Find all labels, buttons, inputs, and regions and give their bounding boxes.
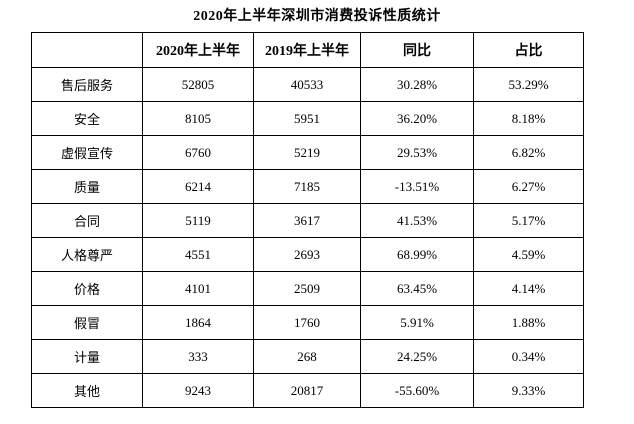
complaints-statistics-table: 2020年上半年 2019年上半年 同比 占比 售后服务 52805 40533…: [31, 32, 584, 408]
column-header-yoy: 同比: [360, 32, 474, 68]
value-2020: 5119: [142, 203, 254, 238]
table-row: 质量 6214 7185 -13.51% 6.27%: [31, 169, 584, 204]
value-yoy: -13.51%: [360, 169, 474, 204]
table-row: 价格 4101 2509 63.45% 4.14%: [31, 271, 584, 306]
table-row: 安全 8105 5951 36.20% 8.18%: [31, 101, 584, 136]
value-2020: 4551: [142, 237, 254, 272]
value-share: 5.17%: [473, 203, 584, 238]
row-label: 其他: [31, 373, 143, 408]
table-row: 虚假宣传 6760 5219 29.53% 6.82%: [31, 135, 584, 170]
column-header-2019: 2019年上半年: [253, 32, 361, 68]
value-yoy: 24.25%: [360, 339, 474, 374]
value-share: 9.33%: [473, 373, 584, 408]
value-yoy: 29.53%: [360, 135, 474, 170]
value-2019: 3617: [253, 203, 361, 238]
column-header-share: 占比: [473, 32, 584, 68]
value-2020: 8105: [142, 101, 254, 136]
value-2020: 52805: [142, 67, 254, 102]
value-yoy: 63.45%: [360, 271, 474, 306]
row-label: 质量: [31, 169, 143, 204]
value-2020: 6760: [142, 135, 254, 170]
page-title: 2020年上半年深圳市消费投诉性质统计: [193, 9, 441, 24]
value-yoy: 36.20%: [360, 101, 474, 136]
value-2019: 2509: [253, 271, 361, 306]
value-2020: 1864: [142, 305, 254, 340]
table-row: 计量 333 268 24.25% 0.34%: [31, 339, 584, 374]
value-yoy: 68.99%: [360, 237, 474, 272]
value-2019: 5951: [253, 101, 361, 136]
value-yoy: 5.91%: [360, 305, 474, 340]
value-share: 1.88%: [473, 305, 584, 340]
row-label: 安全: [31, 101, 143, 136]
value-yoy: -55.60%: [360, 373, 474, 408]
value-share: 53.29%: [473, 67, 584, 102]
value-2019: 5219: [253, 135, 361, 170]
table-row: 人格尊严 4551 2693 68.99% 4.59%: [31, 237, 584, 272]
value-share: 0.34%: [473, 339, 584, 374]
value-share: 6.27%: [473, 169, 584, 204]
row-label: 合同: [31, 203, 143, 238]
value-2020: 9243: [142, 373, 254, 408]
value-share: 4.14%: [473, 271, 584, 306]
value-share: 8.18%: [473, 101, 584, 136]
value-yoy: 41.53%: [360, 203, 474, 238]
value-2019: 40533: [253, 67, 361, 102]
row-label: 假冒: [31, 305, 143, 340]
row-label: 虚假宣传: [31, 135, 143, 170]
value-2019: 1760: [253, 305, 361, 340]
column-header-2020: 2020年上半年: [142, 32, 254, 68]
value-share: 4.59%: [473, 237, 584, 272]
table-row: 假冒 1864 1760 5.91% 1.88%: [31, 305, 584, 340]
value-2019: 7185: [253, 169, 361, 204]
table-row: 售后服务 52805 40533 30.28% 53.29%: [31, 67, 584, 102]
header-row: 2020年上半年 2019年上半年 同比 占比: [31, 32, 584, 68]
value-2020: 4101: [142, 271, 254, 306]
value-2019: 20817: [253, 373, 361, 408]
column-header-category: [31, 32, 143, 68]
value-yoy: 30.28%: [360, 67, 474, 102]
table-row: 其他 9243 20817 -55.60% 9.33%: [31, 373, 584, 408]
row-label: 人格尊严: [31, 237, 143, 272]
value-2020: 6214: [142, 169, 254, 204]
row-label: 售后服务: [31, 67, 143, 102]
value-2020: 333: [142, 339, 254, 374]
value-share: 6.82%: [473, 135, 584, 170]
row-label: 计量: [31, 339, 143, 374]
value-2019: 268: [253, 339, 361, 374]
value-2019: 2693: [253, 237, 361, 272]
table-row: 合同 5119 3617 41.53% 5.17%: [31, 203, 584, 238]
row-label: 价格: [31, 271, 143, 306]
